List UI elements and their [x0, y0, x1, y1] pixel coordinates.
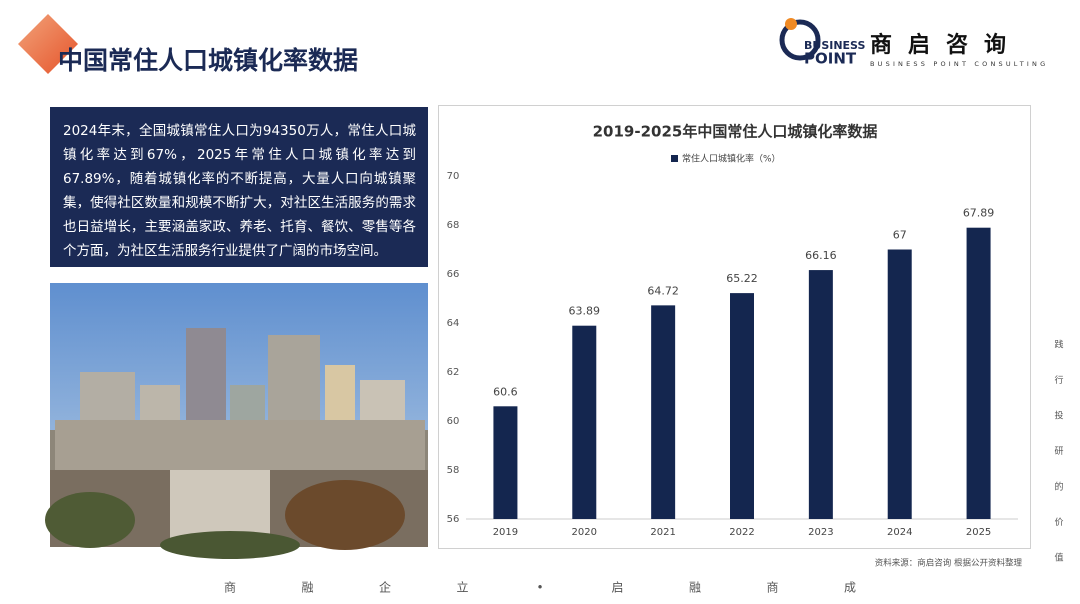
logo-cn: 商启咨询 [870, 32, 1022, 58]
chart-title: 2019-2025年中国常住人口城镇化率数据 [593, 123, 878, 141]
data-label: 66.16 [805, 249, 837, 262]
y-tick-label: 68 [447, 220, 460, 231]
chart: 56 58 60 62 64 66 68 70 常住人口城镇化率（%） 2019 60.6 2020 6… [447, 153, 1018, 538]
x-tick-label: 2021 [650, 527, 675, 538]
footer-text: 启 [611, 581, 623, 595]
city-photo [45, 283, 428, 559]
logo-ring [779, 19, 821, 61]
bar [730, 293, 754, 519]
bar [808, 270, 833, 519]
y-tick-label: 56 [447, 514, 460, 525]
x-tick-label: 2020 [572, 527, 597, 538]
footer-text: • [536, 581, 543, 595]
side-text: 的 [1054, 481, 1063, 493]
data-label: 60.6 [493, 385, 518, 398]
y-tick-label: 70 [447, 171, 460, 182]
legend-label: 常住人口城镇化率（%） [682, 153, 781, 165]
footer-text: 商 [224, 580, 236, 595]
bar [572, 325, 597, 519]
bar [651, 305, 676, 519]
bar [966, 227, 991, 519]
footer-text: 立 [456, 580, 468, 595]
x-tick-label: 2023 [808, 527, 833, 538]
bar [493, 406, 518, 519]
logo-dot [785, 18, 797, 30]
footer-text: 成 [844, 581, 856, 595]
data-label: 67.89 [963, 207, 995, 220]
y-tick-label: 64 [447, 318, 460, 329]
bar [887, 249, 912, 519]
summary-box: 2024年末，全国城镇常住人口为94350万人，常住人口城镇化率达到67%，20… [50, 107, 428, 267]
side-text: 价 [1054, 517, 1063, 528]
data-label: 63.89 [569, 305, 601, 318]
y-tick-label: 58 [447, 465, 460, 476]
legend-swatch [671, 155, 678, 162]
footer-text: 融 [301, 581, 313, 595]
data-label: 64.72 [647, 284, 679, 297]
logo-en: BUSINESS POINT CONSULTING [870, 60, 1048, 68]
logo-text: BUSINESS [804, 39, 865, 52]
title-decoration [18, 14, 78, 74]
slide-title: 中国常住人口城镇化率数据 [58, 46, 358, 75]
footer-text: 融 [689, 581, 701, 595]
source-note: 资料来源：商启咨询 根据公开资料整理 [875, 558, 1023, 569]
side-text: 研 [1054, 446, 1063, 457]
x-tick-label: 2025 [966, 527, 991, 538]
logo-text: POINT [804, 50, 857, 68]
x-tick-label: 2022 [729, 527, 754, 538]
y-tick-label: 62 [447, 367, 460, 378]
x-tick-label: 2019 [493, 527, 518, 538]
data-label: 65.22 [726, 272, 758, 285]
side-text: 行 [1054, 374, 1063, 386]
side-text: 践 [1054, 339, 1063, 351]
data-label: 67 [893, 229, 907, 242]
footer-text: 商 [766, 580, 778, 595]
x-tick-label: 2024 [887, 527, 912, 538]
side-text: 投 [1054, 410, 1063, 422]
y-tick-label: 66 [447, 269, 460, 280]
side-text: 值 [1054, 552, 1063, 564]
footer-text: 企 [379, 580, 391, 595]
y-tick-label: 60 [447, 416, 460, 427]
